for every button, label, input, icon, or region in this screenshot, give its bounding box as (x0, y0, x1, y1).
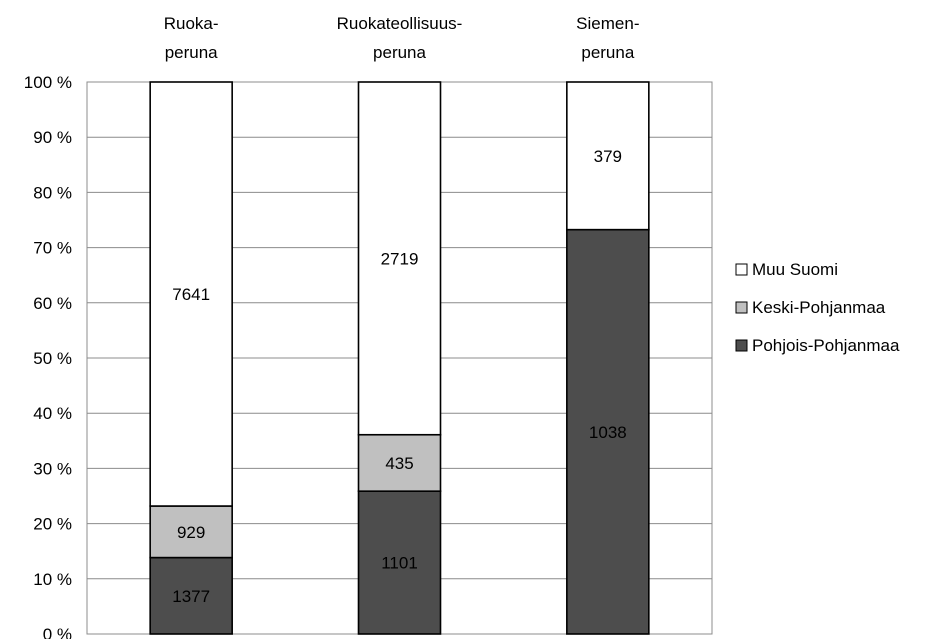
bar-segment (357, 490, 442, 635)
category-label: Ruoka-peruna (164, 14, 219, 62)
y-tick-label: 90 % (33, 128, 72, 147)
legend-swatch (735, 301, 748, 314)
y-tick-label: 10 % (33, 570, 72, 589)
y-tick-label: 20 % (33, 515, 72, 534)
legend-label: Muu Suomi (752, 260, 838, 279)
bar-segment (566, 81, 650, 231)
y-tick-label: 30 % (33, 459, 72, 478)
bar-segment (357, 81, 442, 436)
y-tick-label: 70 % (33, 239, 72, 258)
y-tick-label: 60 % (33, 294, 72, 313)
bar-segment (149, 556, 233, 635)
legend-swatch (735, 339, 748, 352)
y-tick-label: 40 % (33, 404, 72, 423)
category-label: Ruokateollisuus-peruna (337, 14, 463, 62)
bar-segment (149, 81, 233, 507)
legend-label: Pohjois-Pohjanmaa (752, 336, 900, 355)
bar-segment (566, 228, 650, 635)
legend: Muu Suomi Keski-Pohjanmaa Pohjois-Pohjanma… (735, 260, 900, 355)
bar-segment (357, 433, 442, 492)
data-label: 1101 (381, 554, 418, 573)
y-tick-label: 50 % (33, 349, 72, 368)
bars: 1377 929 7641 1101 435 2719 1038 379 (149, 81, 650, 635)
legend-swatch (735, 263, 748, 276)
category-labels: Ruoka-peruna Ruokateollisuus-peruna Siemen… (164, 14, 640, 62)
category-label: Siemen-peruna (576, 14, 639, 62)
data-label: 379 (594, 147, 622, 166)
data-label: 7641 (172, 285, 210, 304)
data-label: 435 (385, 454, 413, 473)
data-label: 1377 (172, 587, 210, 606)
data-label: 1038 (589, 423, 627, 442)
data-label: 2719 (381, 249, 419, 268)
y-tick-label: 80 % (33, 183, 72, 202)
bar-segment (149, 505, 233, 559)
data-label: 929 (177, 523, 205, 542)
y-tick-label: 0 % (43, 625, 72, 639)
y-tick-label: 100 % (24, 73, 72, 92)
y-axis-ticks: 0 % 10 % 20 % 30 % 40 % 50 % 60 % 70 % 80 % 90 % 1… (24, 73, 72, 639)
legend-label: Keski-Pohjanmaa (752, 298, 886, 317)
